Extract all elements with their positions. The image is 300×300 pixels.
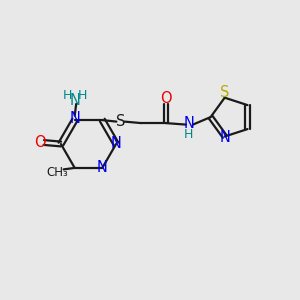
Text: S: S [220, 85, 230, 100]
Text: O: O [34, 135, 46, 150]
Text: N: N [69, 93, 80, 108]
Text: H: H [78, 89, 88, 102]
Text: N: N [69, 111, 80, 126]
Text: CH₃: CH₃ [47, 166, 68, 179]
Text: N: N [111, 136, 122, 152]
Text: N: N [183, 116, 194, 130]
Text: O: O [160, 91, 172, 106]
Text: N: N [97, 160, 108, 175]
Text: S: S [116, 114, 125, 129]
Text: H: H [184, 128, 194, 141]
Text: H: H [62, 89, 72, 102]
Text: N: N [219, 130, 230, 146]
